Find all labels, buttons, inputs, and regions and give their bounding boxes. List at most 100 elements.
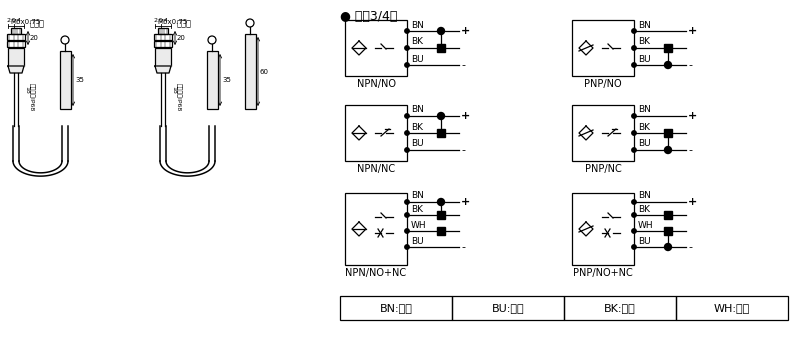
- Text: 4: 4: [17, 18, 21, 23]
- Text: BK: BK: [411, 38, 423, 46]
- Bar: [245, 34, 256, 109]
- Bar: [452, 296, 564, 320]
- Circle shape: [405, 200, 410, 204]
- Circle shape: [405, 213, 410, 217]
- Bar: [664, 227, 672, 235]
- Circle shape: [405, 131, 410, 135]
- Bar: [7, 34, 25, 40]
- Text: BK:黑色: BK:黑色: [604, 303, 636, 313]
- Text: BU: BU: [638, 139, 650, 149]
- Text: 接收端: 接收端: [177, 19, 192, 28]
- Polygon shape: [155, 66, 171, 73]
- Bar: [60, 51, 71, 109]
- Text: BN: BN: [638, 106, 651, 114]
- Bar: [154, 41, 172, 47]
- Text: 防护等级IP68: 防护等级IP68: [176, 83, 182, 111]
- Text: -: -: [461, 60, 465, 70]
- Bar: [437, 129, 445, 137]
- Bar: [664, 44, 672, 52]
- Text: 发射端: 发射端: [30, 19, 45, 28]
- Text: NPN/NO+NC: NPN/NO+NC: [346, 268, 406, 278]
- Text: M6x0.75: M6x0.75: [157, 19, 187, 25]
- Bar: [345, 105, 407, 161]
- Bar: [345, 193, 407, 265]
- Bar: [154, 34, 172, 40]
- Circle shape: [632, 213, 636, 217]
- Circle shape: [632, 245, 636, 249]
- Text: 35: 35: [222, 77, 231, 83]
- Bar: [158, 28, 168, 34]
- Text: 防护等级IP68: 防护等级IP68: [30, 83, 34, 111]
- Text: 18: 18: [171, 86, 177, 94]
- Bar: [676, 296, 788, 320]
- Bar: [437, 211, 445, 219]
- Bar: [155, 48, 171, 66]
- Text: -: -: [688, 60, 692, 70]
- Text: 20: 20: [177, 35, 186, 41]
- Text: BK: BK: [411, 205, 423, 214]
- Text: +: +: [688, 197, 698, 207]
- Text: -: -: [461, 242, 465, 252]
- Text: 2.5: 2.5: [153, 18, 163, 23]
- Text: BU: BU: [411, 139, 424, 149]
- Bar: [11, 28, 21, 34]
- Text: BN: BN: [638, 20, 651, 30]
- Text: +: +: [461, 111, 470, 121]
- Text: NPN/NO: NPN/NO: [357, 79, 395, 89]
- Bar: [664, 211, 672, 219]
- Circle shape: [632, 148, 636, 152]
- Text: BN: BN: [411, 20, 424, 30]
- Bar: [564, 296, 676, 320]
- Bar: [8, 48, 24, 66]
- Circle shape: [632, 63, 636, 67]
- Text: NPN/NC: NPN/NC: [357, 164, 395, 174]
- Bar: [572, 105, 634, 161]
- Text: 60: 60: [260, 69, 269, 75]
- Bar: [340, 296, 452, 320]
- Text: BN: BN: [411, 191, 424, 201]
- Circle shape: [405, 46, 410, 50]
- Circle shape: [665, 146, 671, 153]
- Text: WH:白色: WH:白色: [714, 303, 750, 313]
- Text: ● 直涁3/4线: ● 直涁3/4线: [340, 10, 398, 23]
- Text: BK: BK: [638, 122, 650, 132]
- Text: BK: BK: [638, 38, 650, 46]
- Circle shape: [405, 63, 410, 67]
- Bar: [207, 51, 218, 109]
- Polygon shape: [8, 66, 24, 73]
- Bar: [345, 20, 407, 76]
- Circle shape: [632, 29, 636, 33]
- Text: 35: 35: [75, 77, 84, 83]
- Text: BU: BU: [411, 55, 424, 63]
- Circle shape: [405, 245, 410, 249]
- Bar: [664, 129, 672, 137]
- Text: PNP/NO: PNP/NO: [584, 79, 622, 89]
- Text: WH: WH: [638, 220, 654, 230]
- Text: 18: 18: [25, 86, 30, 94]
- Text: BU: BU: [411, 237, 424, 245]
- Text: M6x0.75: M6x0.75: [10, 19, 40, 25]
- Text: BN: BN: [411, 106, 424, 114]
- Text: WH: WH: [411, 220, 426, 230]
- Circle shape: [405, 148, 410, 152]
- Circle shape: [438, 199, 445, 206]
- Text: -: -: [688, 145, 692, 155]
- Text: BK: BK: [411, 122, 423, 132]
- Text: +: +: [688, 26, 698, 36]
- Text: 4: 4: [164, 18, 168, 23]
- Text: BK: BK: [638, 205, 650, 214]
- Text: BN:棕色: BN:棕色: [379, 303, 413, 313]
- Circle shape: [632, 200, 636, 204]
- Text: BU:兰色: BU:兰色: [492, 303, 524, 313]
- Text: BU: BU: [638, 237, 650, 245]
- Text: -: -: [688, 242, 692, 252]
- Text: +: +: [688, 111, 698, 121]
- Circle shape: [632, 114, 636, 118]
- Text: PNP/NC: PNP/NC: [585, 164, 622, 174]
- Circle shape: [632, 131, 636, 135]
- Circle shape: [632, 46, 636, 50]
- Bar: [572, 193, 634, 265]
- Circle shape: [665, 244, 671, 251]
- Text: PNP/NO+NC: PNP/NO+NC: [573, 268, 633, 278]
- Circle shape: [632, 229, 636, 233]
